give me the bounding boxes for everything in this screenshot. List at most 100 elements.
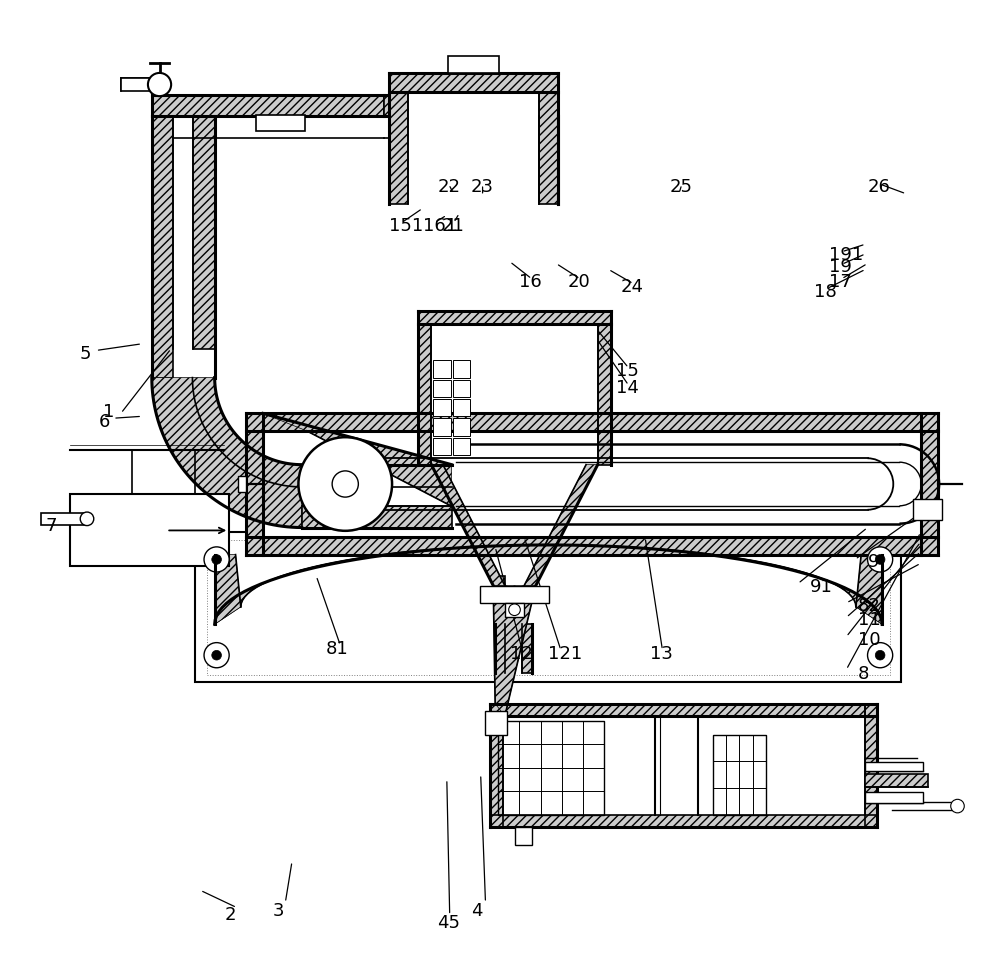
Text: 15: 15 <box>616 361 639 380</box>
Text: 8: 8 <box>858 664 869 682</box>
Bar <box>498 721 604 815</box>
Bar <box>453 399 470 417</box>
Bar <box>418 312 611 325</box>
Text: 91: 91 <box>810 577 832 595</box>
Text: 23: 23 <box>471 178 494 196</box>
Text: 25: 25 <box>669 178 692 196</box>
Polygon shape <box>493 586 536 716</box>
Bar <box>453 380 470 397</box>
Text: 19: 19 <box>829 258 852 276</box>
Text: 161: 161 <box>423 216 457 234</box>
Circle shape <box>204 547 229 573</box>
Circle shape <box>204 643 229 668</box>
Bar <box>263 431 921 538</box>
Circle shape <box>868 547 893 573</box>
Bar <box>431 325 598 465</box>
Polygon shape <box>152 378 302 528</box>
Bar <box>193 117 215 349</box>
Circle shape <box>509 605 520 616</box>
Text: 13: 13 <box>650 644 673 663</box>
Bar <box>408 93 539 204</box>
Bar <box>121 78 154 92</box>
Bar <box>433 419 451 436</box>
Bar <box>490 815 877 828</box>
Bar <box>865 762 923 771</box>
Text: 81: 81 <box>326 640 349 658</box>
Bar <box>505 604 524 617</box>
Bar <box>173 117 193 349</box>
Bar <box>302 465 452 507</box>
Bar <box>490 716 503 828</box>
Bar <box>865 774 928 787</box>
Bar <box>433 399 451 417</box>
Text: 16: 16 <box>519 272 542 291</box>
Bar <box>515 828 532 845</box>
Circle shape <box>875 651 885 660</box>
Text: 2: 2 <box>224 905 236 923</box>
Bar <box>152 96 384 117</box>
Bar <box>522 625 532 672</box>
Bar <box>485 711 507 735</box>
Bar <box>173 117 384 139</box>
Bar <box>256 116 305 132</box>
Bar <box>713 735 766 815</box>
Text: 10: 10 <box>858 630 880 648</box>
Bar <box>302 507 452 528</box>
Bar <box>433 438 451 455</box>
Bar <box>195 533 901 682</box>
Bar <box>453 360 470 378</box>
Text: 121: 121 <box>548 644 583 663</box>
Text: 5: 5 <box>79 345 91 363</box>
Circle shape <box>148 74 171 97</box>
Circle shape <box>332 471 358 498</box>
Bar <box>70 494 229 567</box>
Text: 6: 6 <box>99 413 110 430</box>
Bar <box>41 514 87 525</box>
Circle shape <box>212 555 221 565</box>
Bar <box>418 325 431 465</box>
Text: 191: 191 <box>829 245 863 264</box>
Circle shape <box>868 643 893 668</box>
Text: 11: 11 <box>858 610 881 629</box>
Bar <box>246 414 263 555</box>
Text: 14: 14 <box>616 379 639 397</box>
Bar <box>453 438 470 455</box>
Circle shape <box>951 799 964 813</box>
Polygon shape <box>263 414 452 507</box>
Text: 3: 3 <box>273 900 284 919</box>
Bar <box>433 380 451 397</box>
Bar <box>495 577 505 625</box>
Text: 21: 21 <box>442 216 465 234</box>
Bar <box>539 93 558 204</box>
Text: 7: 7 <box>45 516 57 534</box>
Text: 4: 4 <box>471 900 482 919</box>
Bar <box>598 325 611 465</box>
Bar <box>913 499 942 520</box>
Bar <box>389 74 558 93</box>
Bar <box>921 414 938 555</box>
Polygon shape <box>431 465 505 586</box>
Bar <box>238 477 246 492</box>
Bar <box>505 625 522 672</box>
Bar <box>503 716 865 815</box>
Bar <box>453 419 470 436</box>
Bar <box>480 586 549 604</box>
Text: 18: 18 <box>814 282 837 300</box>
Bar <box>384 96 389 117</box>
Bar <box>865 792 923 803</box>
Circle shape <box>298 438 392 531</box>
Polygon shape <box>192 378 302 487</box>
Bar <box>490 703 877 716</box>
Bar <box>152 117 173 378</box>
Polygon shape <box>856 555 882 625</box>
Text: 12: 12 <box>510 644 533 663</box>
Polygon shape <box>215 555 241 625</box>
Text: 24: 24 <box>621 277 644 296</box>
Text: 20: 20 <box>568 272 590 291</box>
Text: 22: 22 <box>437 178 460 196</box>
Bar <box>207 541 890 674</box>
Circle shape <box>875 555 885 565</box>
Text: 17: 17 <box>829 272 852 291</box>
Bar <box>865 703 877 828</box>
Polygon shape <box>215 546 882 625</box>
